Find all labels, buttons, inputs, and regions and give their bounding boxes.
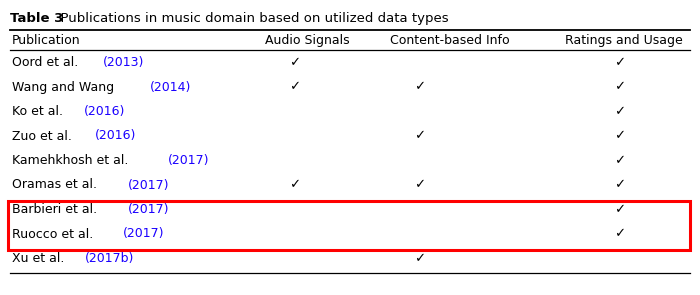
Text: ✓: ✓	[615, 81, 626, 94]
Text: ✓: ✓	[615, 227, 626, 240]
Text: ✓: ✓	[414, 130, 426, 142]
Text: Table 3: Table 3	[10, 12, 64, 25]
Text: Oord et al.: Oord et al.	[12, 56, 83, 69]
Text: (2014): (2014)	[150, 81, 191, 94]
Text: Publication: Publication	[12, 34, 81, 47]
Text: (2017): (2017)	[127, 178, 169, 191]
Text: (2013): (2013)	[103, 56, 145, 69]
Text: Audio Signals: Audio Signals	[265, 34, 349, 47]
Text: ✓: ✓	[615, 178, 626, 191]
Text: Content-based Info: Content-based Info	[390, 34, 510, 47]
Text: Publications in music domain based on utilized data types: Publications in music domain based on ut…	[52, 12, 449, 25]
Text: (2016): (2016)	[95, 130, 136, 142]
Text: Zuo et al.: Zuo et al.	[12, 130, 76, 142]
Text: ✓: ✓	[289, 56, 300, 69]
Text: ✓: ✓	[615, 105, 626, 118]
Text: Ruocco et al.: Ruocco et al.	[12, 227, 97, 240]
Text: ✓: ✓	[414, 178, 426, 191]
Text: (2016): (2016)	[83, 105, 125, 118]
Text: Barbieri et al.: Barbieri et al.	[12, 203, 101, 216]
Text: Wang and Wang: Wang and Wang	[12, 81, 118, 94]
Text: Xu et al.: Xu et al.	[12, 252, 69, 265]
Text: Ratings and Usage: Ratings and Usage	[565, 34, 682, 47]
Text: ✓: ✓	[414, 81, 426, 94]
Text: (2017): (2017)	[168, 154, 210, 167]
Text: ✓: ✓	[615, 130, 626, 142]
Text: Oramas et al.: Oramas et al.	[12, 178, 101, 191]
Text: Ko et al.: Ko et al.	[12, 105, 67, 118]
Text: (2017): (2017)	[127, 203, 169, 216]
Text: (2017b): (2017b)	[85, 252, 134, 265]
Text: ✓: ✓	[289, 81, 300, 94]
Text: Kamehkhosh et al.: Kamehkhosh et al.	[12, 154, 132, 167]
Text: ✓: ✓	[615, 56, 626, 69]
Text: ✓: ✓	[615, 154, 626, 167]
Text: ✓: ✓	[414, 252, 426, 265]
Bar	[8, 201, 690, 250]
Text: (2017): (2017)	[122, 227, 164, 240]
Text: ✓: ✓	[289, 178, 300, 191]
Text: ✓: ✓	[615, 203, 626, 216]
